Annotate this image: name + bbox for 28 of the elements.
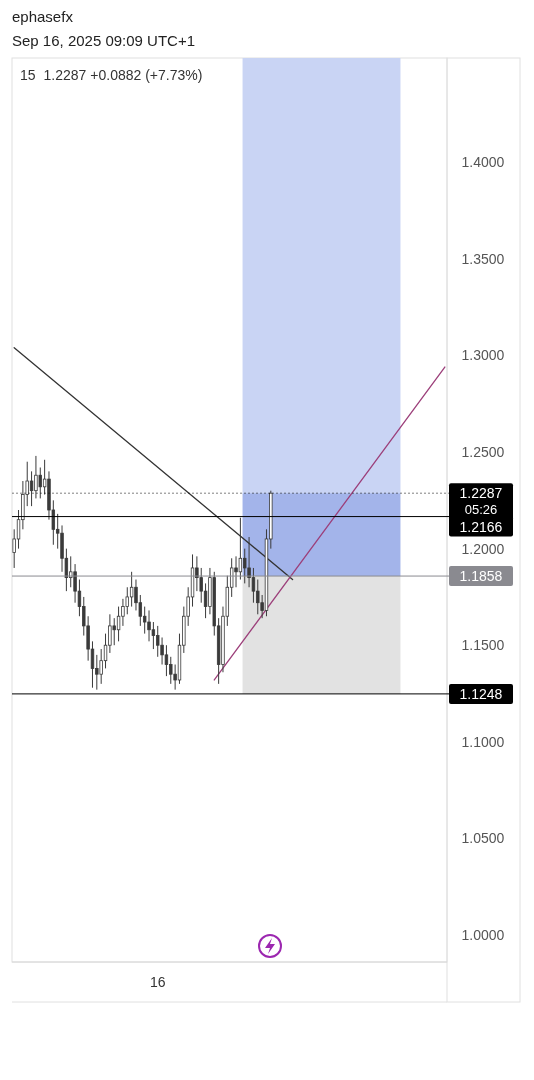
ref-line-label: 1.1858: [459, 568, 503, 585]
ref-line-label: 1.2287: [459, 485, 503, 502]
y-tick-label: 1.3000: [461, 347, 505, 364]
y-tick-label: 1.2000: [461, 540, 505, 557]
candlestick: [34, 455, 38, 499]
candlestick: [121, 598, 125, 627]
text: 05:26: [464, 502, 498, 518]
y-tick-label: 1.3500: [461, 250, 505, 267]
y-tick-label: 1.0500: [461, 830, 505, 847]
candlestick: [129, 571, 134, 608]
text: 15: [20, 67, 36, 83]
y-tick-label: 1.1500: [461, 637, 505, 654]
text: 16: [149, 974, 166, 990]
y-tick-label: 1.4000: [461, 154, 505, 171]
text: Sep 16, 2025 09:09 UTC+1: [12, 32, 196, 49]
candlestick: [147, 609, 151, 642]
text: ephasefx: [12, 8, 74, 25]
y-tick-label: 1.2500: [461, 444, 505, 461]
ref-line-label: 1.1248: [459, 685, 503, 702]
y-tick-label: 1.1000: [461, 733, 505, 750]
candlestick: [234, 555, 238, 588]
candlestick: [29, 470, 34, 507]
candlestick: [73, 563, 77, 604]
text: 1.2287 +0.0882 (+7.73%): [43, 67, 203, 83]
y-tick-label: 1.0000: [461, 926, 505, 943]
candlestick: [160, 636, 164, 666]
ref-line-label: 1.2166: [459, 518, 503, 535]
candlestick: [99, 648, 103, 685]
